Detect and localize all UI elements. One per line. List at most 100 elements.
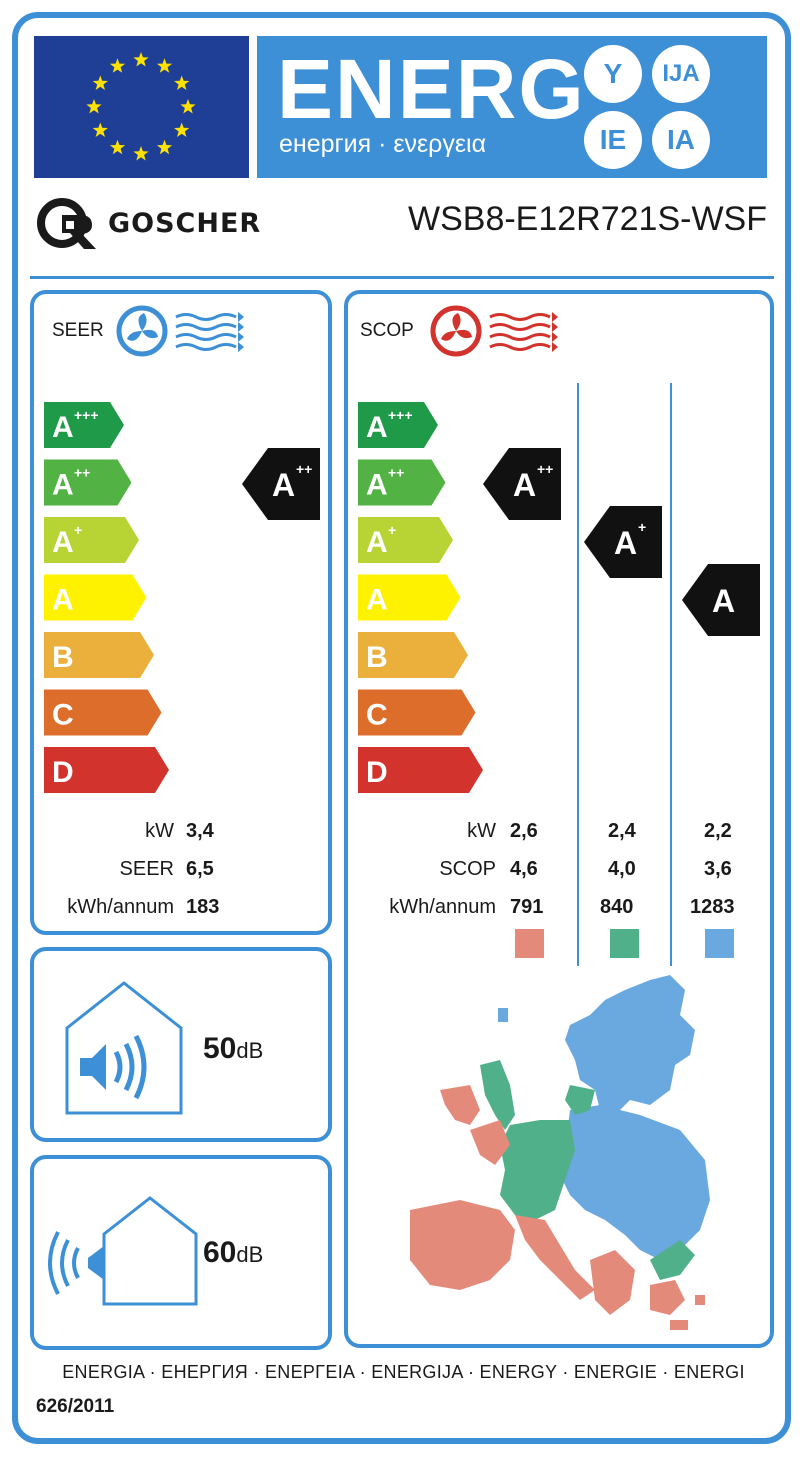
indicator-sup: + — [638, 519, 646, 535]
scale-class-arrow: B — [358, 632, 468, 678]
cooling-fan-icon — [116, 305, 244, 357]
noise-number: 60 — [203, 1236, 237, 1269]
scale-class-sup: + — [74, 522, 82, 538]
scale-class-sup: ++ — [388, 465, 404, 481]
eu-star-icon — [109, 139, 126, 155]
scale-class-arrow: D — [44, 747, 169, 793]
row-value: 4,6 — [510, 858, 538, 880]
scale-class-sup: +++ — [74, 407, 99, 423]
row-key: SCOP — [439, 858, 496, 880]
footer-languages: ENERGIA · ЕНЕРГИЯ · ΕΝΕΡΓΕΙΑ · ENERGIJA … — [62, 1362, 745, 1382]
scale-class-arrow: C — [44, 689, 162, 736]
eu-star-icon — [156, 58, 173, 73]
eu-star-icon — [174, 75, 190, 90]
heating-panel — [344, 290, 774, 1348]
outdoor-noise-panel — [30, 1155, 332, 1350]
heating-values: kW 2,6 2,4 2,2 SCOP 4,6 4,0 3,6 kWh/annu… — [346, 812, 764, 926]
scale-class-arrow: A + — [44, 517, 139, 563]
divider — [30, 276, 774, 279]
energ-subtitle: енергия · ενεργεια — [279, 130, 487, 158]
indoor-noise-value: 50dB — [203, 1032, 263, 1066]
suffix-badge: Y — [584, 45, 642, 103]
scale-class-letter: A — [366, 411, 388, 444]
row-value: 6,5 — [186, 858, 214, 880]
noise-unit: dB — [236, 1038, 264, 1063]
outdoor-noise-value: 60dB — [203, 1236, 263, 1270]
heating-fan-icon — [430, 305, 558, 357]
scale-class-arrow: A — [358, 574, 461, 621]
regulation-number: 626/2011 — [36, 1396, 115, 1417]
row-key: kWh/annum — [389, 896, 496, 918]
energ-title: ENERG — [277, 42, 586, 136]
eu-star-icon — [133, 52, 149, 67]
row-value: 840 — [600, 896, 634, 918]
scale-class-letter: A — [52, 411, 74, 444]
class-indicator-arrow: A — [682, 564, 760, 636]
scale-class-letter: D — [52, 756, 74, 789]
eu-star-icon — [109, 58, 126, 73]
row-value: 183 — [186, 896, 220, 918]
eu-stars-icon — [86, 52, 196, 161]
eu-star-icon — [86, 99, 102, 114]
suffix-badge: IE — [584, 111, 642, 169]
climate-swatch-warmer — [515, 929, 544, 958]
row-value: 2,4 — [608, 820, 636, 842]
climate-divider — [577, 383, 579, 966]
scale-class-arrow: A + — [358, 517, 453, 563]
scale-class-letter: A — [52, 584, 74, 617]
scale-class-letter: B — [366, 641, 388, 674]
indicator-letter: A — [272, 467, 295, 503]
row-value: 2,2 — [704, 820, 732, 842]
scale-class-arrow: A ++ — [358, 459, 446, 506]
indicator-sup: ++ — [537, 461, 553, 477]
scale-class-arrow: D — [358, 747, 483, 793]
scop-label: SCOP — [360, 320, 414, 341]
scale-class-sup: + — [388, 522, 396, 538]
row-value: 3,6 — [704, 858, 732, 880]
scale-class-letter: A — [366, 526, 388, 559]
scale-class-letter: A — [366, 584, 388, 617]
class-indicator-arrow: A ++ — [242, 448, 320, 520]
scale-class-arrow: A ++ — [44, 459, 132, 506]
row-value: 2,6 — [510, 820, 538, 842]
model-identifier: WSB8-E12R721S-WSF — [408, 200, 767, 238]
climate-swatch-colder — [705, 929, 734, 958]
class-indicator-arrow: A ++ — [483, 448, 561, 520]
eu-star-icon — [133, 146, 149, 161]
indicator-letter: A — [614, 525, 637, 561]
eu-flag — [34, 36, 249, 178]
indoor-noise-icon — [65, 981, 183, 1115]
eu-star-icon — [92, 122, 108, 137]
row-value: 4,0 — [608, 858, 636, 880]
suffix-badge: IJA — [652, 45, 710, 103]
eu-star-icon — [180, 99, 196, 114]
scale-class-sup: +++ — [388, 407, 413, 423]
indicator-letter: A — [513, 467, 536, 503]
seer-label: SEER — [52, 320, 104, 341]
scale-class-arrow: A +++ — [358, 402, 438, 448]
indicator-letter: A — [712, 583, 735, 619]
scale-class-arrow: C — [358, 689, 476, 736]
scale-class-arrow: B — [44, 632, 154, 678]
indoor-noise-panel — [30, 947, 332, 1142]
row-key: kW — [467, 820, 496, 842]
europe-climate-map — [410, 975, 710, 1330]
brand: GOSCHER — [36, 195, 261, 251]
row-value: 791 — [510, 896, 544, 918]
energy-banner: ENERG енергия · ενεργεια Y IJA IE IA — [257, 36, 767, 178]
scale-class-letter: D — [366, 756, 388, 789]
suffix-badge: IA — [652, 111, 710, 169]
scale-class-arrow: A — [44, 574, 147, 621]
outdoor-noise-icon — [48, 1196, 198, 1306]
scale-class-arrow: A +++ — [44, 402, 124, 448]
row-key: kWh/annum — [67, 896, 174, 918]
row-value: 3,4 — [186, 820, 214, 842]
noise-unit: dB — [236, 1242, 264, 1267]
cooling-values: kW 3,4 SEER 6,5 kWh/annum 183 — [44, 812, 219, 926]
row-key: SEER — [119, 858, 174, 880]
row-value: 1283 — [690, 896, 735, 918]
scale-class-letter: B — [52, 641, 74, 674]
scale-class-letter: C — [52, 699, 74, 732]
